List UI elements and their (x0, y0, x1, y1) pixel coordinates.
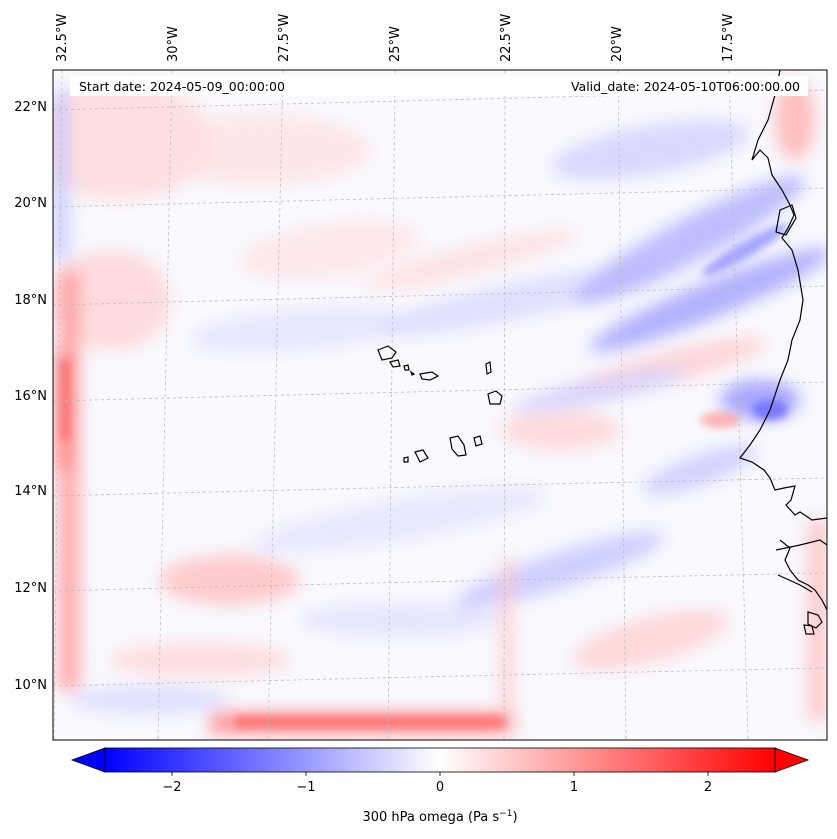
gridline-lat-10n (53, 667, 827, 687)
gridline-lon-22-5w (503, 70, 506, 740)
lon-label: 20°W (610, 26, 625, 62)
island-branco (409, 370, 416, 376)
gambia-border (775, 539, 827, 551)
colorbar-extend-min (70, 747, 106, 773)
lon-label: 30°W (166, 26, 181, 62)
gridline-lat-16n (53, 381, 827, 402)
island-sao-vicente (389, 359, 401, 368)
island-sal (485, 361, 492, 375)
africa-coastline (739, 70, 827, 521)
gridline-lon-25w (387, 70, 396, 740)
gridline-lat-14n (53, 477, 827, 497)
latitude-labels: 22°N 20°N 18°N 16°N 14°N 12°N 10°N (14, 100, 47, 693)
colorbar: −2 −1 0 1 2 300 hPa omega (Pa s−1) (70, 747, 810, 825)
map-frame (52, 69, 828, 741)
coastline (377, 70, 827, 635)
colorbar-tick-label: −2 (162, 780, 181, 795)
longitude-labels: 32.5°W 30°W 27.5°W 25°W 22.5°W 20°W 17.5… (55, 14, 736, 62)
gridline-lat-12n (53, 572, 827, 592)
guinea-coastline (779, 539, 827, 611)
island-fogo (414, 449, 429, 463)
island-sao-nicolau (419, 371, 440, 381)
lat-label: 10°N (14, 678, 47, 693)
island-maio (473, 435, 483, 447)
map-panel: Start date: 2024-05-09_00:00:00 Valid_da… (52, 69, 828, 741)
gridline-lat-18n (53, 285, 827, 306)
island-santa-luzia (403, 364, 410, 371)
lat-label: 14°N (14, 484, 47, 499)
island-boa-vista (487, 390, 503, 405)
island-brava (403, 456, 409, 463)
colorbar-gradient (105, 748, 775, 772)
gridline-lon-17-5w (728, 70, 749, 740)
colorbar-tick-label: 2 (704, 780, 712, 795)
lon-label: 17.5°W (721, 14, 736, 62)
header-strip (70, 76, 808, 96)
colorbar-extend-max (774, 747, 810, 773)
lon-label: 22.5°W (499, 14, 514, 62)
lon-label: 32.5°W (55, 14, 70, 62)
island-santo-antao (377, 345, 397, 361)
lat-label: 22°N (14, 100, 47, 115)
gridlines (53, 70, 827, 740)
colorbar-label: 300 hPa omega (Pa s−1) (362, 809, 517, 825)
start-date-label: Start date: 2024-05-09_00:00:00 (79, 79, 285, 94)
bissagos-island (807, 611, 823, 629)
gridline-lon-27-5w (267, 70, 284, 740)
lon-label: 27.5°W (277, 14, 292, 62)
gridline-lat-20n (53, 187, 827, 208)
omega-field (53, 80, 827, 734)
lon-label: 25°W (388, 26, 403, 62)
colorbar-tick-label: −1 (296, 780, 315, 795)
coastal-feature (775, 204, 797, 236)
colorbar-ticks: −2 −1 0 1 2 (162, 772, 712, 795)
colorbar-tick-label: 0 (436, 780, 444, 795)
gridline-lon-30w (157, 70, 173, 740)
gridline-lon-32-5w (53, 70, 63, 740)
lat-label: 16°N (14, 389, 47, 404)
lat-label: 18°N (14, 293, 47, 308)
senegal-border (777, 574, 813, 593)
valid-date-label: Valid_date: 2024-05-10T06:00:00.00 (571, 79, 800, 94)
colorbar-tick-label: 1 (570, 780, 578, 795)
lat-label: 12°N (14, 581, 47, 596)
gridline-lat-22n (53, 89, 827, 111)
lat-label: 20°N (14, 196, 47, 211)
bissagos-island (803, 624, 815, 635)
gridline-lon-20w (617, 70, 627, 740)
island-santiago (449, 435, 467, 457)
